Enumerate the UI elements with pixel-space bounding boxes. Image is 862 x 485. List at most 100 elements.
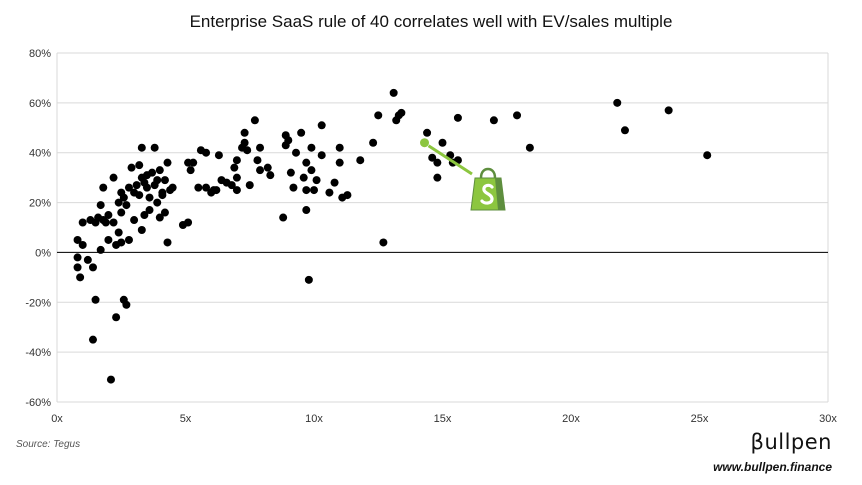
data-point [145,206,154,215]
data-point [240,138,249,147]
data-point [142,183,151,192]
data-point [106,375,115,384]
data-point [489,116,498,125]
data-point [109,218,118,227]
data-point [127,163,136,172]
x-tick-label: 30x [819,413,837,425]
data-point [428,153,437,162]
data-point [243,146,252,155]
data-point [73,263,82,272]
data-point [232,156,241,165]
chart-title: Enterprise SaaS rule of 40 correlates we… [189,12,673,31]
source-note: Source: Tegus [16,439,81,450]
data-point [379,238,388,247]
data-point [302,186,311,195]
data-point [292,148,301,157]
data-point [397,108,406,117]
data-point [135,161,144,170]
data-point [620,126,629,135]
data-point [150,143,159,152]
highlight-arrow [427,144,473,176]
data-point [104,211,113,220]
data-point [112,313,121,322]
shopify-bag-icon [470,167,506,211]
data-point [137,225,146,234]
data-point [117,238,126,247]
data-point [124,183,133,192]
data-point [232,186,241,195]
data-point [83,255,92,264]
data-point [119,193,128,202]
y-tick-label: -20% [25,297,51,309]
data-point [302,206,311,215]
data-point [286,168,295,177]
tick-labels: 80% 60% 40% 20% 0% -20% -40% -60%0x 5x 10x 15x 20x 2… [25,48,837,425]
brand-url[interactable]: www.bullpen.finance [713,460,832,474]
x-tick-label: 20x [562,413,580,425]
data-point [356,156,365,165]
data-point [189,158,198,167]
data-point [96,201,105,210]
data-point [148,168,157,177]
data-point [513,111,522,120]
data-point [256,166,265,175]
y-tick-label: 40% [29,148,51,160]
data-point [289,183,298,192]
data-point [91,295,100,304]
data-point [253,156,262,165]
y-tick-label: 0% [35,247,51,259]
y-tick-label: 60% [29,98,51,110]
data-point [153,198,162,207]
data-point [703,151,712,160]
x-tick-label: 0x [51,413,63,425]
data-point [155,213,164,222]
data-point [335,158,344,167]
data-point [335,143,344,152]
data-point [389,88,398,97]
y-tick-label: -40% [25,347,51,359]
data-point [302,158,311,167]
data-point [214,151,223,160]
data-point [132,181,141,190]
data-point [109,173,118,182]
data-point [317,121,326,130]
data-point [256,143,265,152]
data-point [78,240,87,249]
data-point [227,181,236,190]
data-point [433,173,442,182]
grid-lines [57,52,828,403]
data-point [130,216,139,225]
data-point [307,143,316,152]
brand-logo: βullpen [750,430,832,454]
data-point [122,300,131,309]
data-point [297,128,306,137]
data-point [114,198,123,207]
data-point [202,148,211,157]
data-point [212,186,221,195]
data-point [230,163,239,172]
data-point [78,218,87,227]
data-point [438,138,447,147]
x-tick-label: 15x [434,413,452,425]
data-point [122,201,131,210]
data-point [145,193,154,202]
data-point [73,253,82,262]
data-point [163,158,172,167]
data-point [613,98,622,107]
data-point [374,111,383,120]
data-point [153,176,162,185]
data-point [140,211,149,220]
data-point [114,228,123,237]
data-point [163,238,172,247]
axes [56,53,829,402]
highlight-layer [420,138,506,211]
data-point [88,335,97,344]
data-point [317,151,326,160]
data-point [168,183,177,192]
data-points [73,88,712,384]
data-point [73,235,82,244]
data-point [433,158,442,167]
data-point [307,166,316,175]
data-point [160,208,169,217]
data-point [101,218,110,227]
